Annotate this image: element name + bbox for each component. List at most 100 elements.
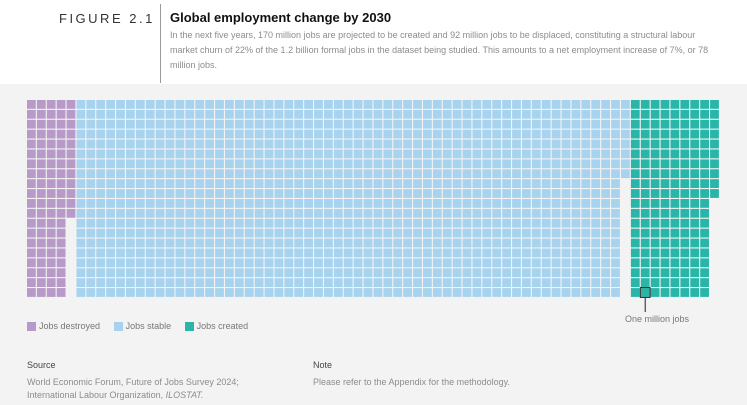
waffle-square-jobs-stable — [343, 288, 353, 297]
waffle-square-jobs-stable — [244, 218, 254, 228]
waffle-square-jobs-stable — [432, 288, 442, 297]
waffle-square-jobs-destroyed — [27, 208, 36, 218]
waffle-square-jobs-stable — [264, 199, 274, 208]
waffle-square-jobs-stable — [155, 278, 165, 287]
waffle-square-jobs-stable — [373, 228, 383, 238]
waffle-square-jobs-stable — [462, 109, 472, 119]
waffle-square-jobs-created — [630, 179, 640, 188]
waffle-square-jobs-stable — [531, 169, 541, 179]
waffle-square-jobs-destroyed — [56, 129, 66, 139]
waffle-square-jobs-stable — [383, 199, 393, 208]
waffle-square-jobs-created — [680, 218, 690, 228]
waffle-square-jobs-stable — [234, 100, 244, 109]
waffle-square-jobs-stable — [541, 129, 551, 139]
waffle-square-jobs-stable — [413, 139, 422, 149]
waffle-square-jobs-stable — [116, 100, 125, 109]
waffle-square-jobs-created — [650, 119, 660, 129]
waffle-square-jobs-stable — [294, 129, 304, 139]
waffle-square-jobs-stable — [571, 268, 581, 278]
waffle-square-jobs-stable — [234, 248, 244, 258]
waffle-square-jobs-destroyed — [56, 258, 66, 268]
waffle-square-jobs-stable — [383, 288, 393, 297]
waffle-square-jobs-stable — [155, 199, 165, 208]
waffle-square-jobs-stable — [601, 179, 610, 188]
waffle-square-jobs-stable — [324, 129, 333, 139]
waffle-square-jobs-stable — [403, 119, 412, 129]
waffle-square-jobs-stable — [225, 199, 234, 208]
waffle-square-jobs-stable — [561, 139, 571, 149]
waffle-square-jobs-stable — [205, 288, 214, 297]
waffle-square-jobs-stable — [541, 179, 551, 188]
waffle-square-jobs-stable — [432, 228, 442, 238]
waffle-square-jobs-stable — [423, 169, 432, 179]
waffle-square-jobs-stable — [601, 268, 610, 278]
legend-swatch-jobs-created — [184, 321, 194, 331]
waffle-square-jobs-stable — [571, 248, 581, 258]
waffle-square-jobs-stable — [492, 129, 502, 139]
waffle-square-jobs-created — [680, 228, 690, 238]
waffle-square-jobs-stable — [432, 179, 442, 188]
waffle-square-jobs-stable — [185, 169, 195, 179]
waffle-square-jobs-stable — [284, 169, 294, 179]
waffle-square-jobs-stable — [502, 218, 511, 228]
waffle-square-jobs-stable — [96, 109, 106, 119]
waffle-square-jobs-stable — [304, 288, 313, 297]
waffle-square-jobs-stable — [363, 199, 373, 208]
note-text: Please refer to the Appendix for the met… — [313, 377, 510, 387]
waffle-square-jobs-destroyed — [56, 228, 66, 238]
waffle-square-jobs-stable — [205, 149, 214, 159]
waffle-square-jobs-created — [680, 268, 690, 278]
waffle-square-jobs-stable — [393, 109, 403, 119]
waffle-square-jobs-destroyed — [36, 208, 46, 218]
waffle-square-jobs-stable — [452, 248, 462, 258]
waffle-square-jobs-stable — [472, 199, 482, 208]
waffle-square-jobs-stable — [205, 100, 214, 109]
waffle-square-jobs-stable — [611, 218, 620, 228]
waffle-square-jobs-stable — [403, 159, 412, 169]
waffle-square-jobs-created — [680, 179, 690, 188]
waffle-square-jobs-created — [650, 208, 660, 218]
waffle-square-jobs-stable — [472, 179, 482, 188]
waffle-square-jobs-created — [660, 248, 670, 258]
waffle-square-jobs-created — [640, 109, 650, 119]
waffle-square-jobs-created — [630, 159, 640, 169]
waffle-square-jobs-stable — [601, 208, 610, 218]
waffle-square-jobs-stable — [343, 238, 353, 248]
waffle-square-jobs-stable — [531, 288, 541, 297]
waffle-square-jobs-created — [640, 258, 650, 268]
waffle-square-jobs-stable — [195, 179, 205, 188]
waffle-square-jobs-stable — [611, 119, 620, 129]
waffle-square-jobs-stable — [591, 278, 601, 287]
waffle-square-jobs-stable — [452, 169, 462, 179]
waffle-square-jobs-stable — [165, 179, 175, 188]
waffle-square-jobs-destroyed — [56, 119, 66, 129]
waffle-square-jobs-stable — [383, 119, 393, 129]
waffle-square-jobs-created — [670, 139, 680, 149]
waffle-square-jobs-destroyed — [27, 189, 36, 198]
waffle-square-jobs-created — [700, 288, 709, 297]
waffle-square-jobs-stable — [343, 258, 353, 268]
waffle-square-jobs-stable — [96, 258, 106, 268]
waffle-square-jobs-stable — [462, 179, 472, 188]
waffle-square-jobs-destroyed — [36, 278, 46, 287]
waffle-square-jobs-stable — [234, 169, 244, 179]
waffle-square-jobs-stable — [324, 100, 333, 109]
waffle-square-jobs-stable — [195, 199, 205, 208]
waffle-square-jobs-stable — [462, 149, 472, 159]
waffle-square-jobs-created — [650, 100, 660, 109]
waffle-square-jobs-stable — [432, 169, 442, 179]
waffle-square-jobs-stable — [551, 288, 561, 297]
waffle-square-jobs-stable — [324, 109, 333, 119]
waffle-square-jobs-created — [680, 119, 690, 129]
waffle-square-jobs-stable — [551, 238, 561, 248]
waffle-square-jobs-stable — [195, 228, 205, 238]
waffle-square-jobs-created — [630, 248, 640, 258]
waffle-square-jobs-stable — [126, 238, 135, 248]
waffle-square-jobs-stable — [383, 169, 393, 179]
waffle-square-jobs-created — [660, 169, 670, 179]
waffle-square-jobs-stable — [581, 169, 591, 179]
legend-item-jobs-stable: Jobs stable — [113, 321, 171, 331]
waffle-square-jobs-stable — [165, 268, 175, 278]
waffle-square-jobs-stable — [383, 149, 393, 159]
waffle-square-jobs-stable — [116, 169, 125, 179]
